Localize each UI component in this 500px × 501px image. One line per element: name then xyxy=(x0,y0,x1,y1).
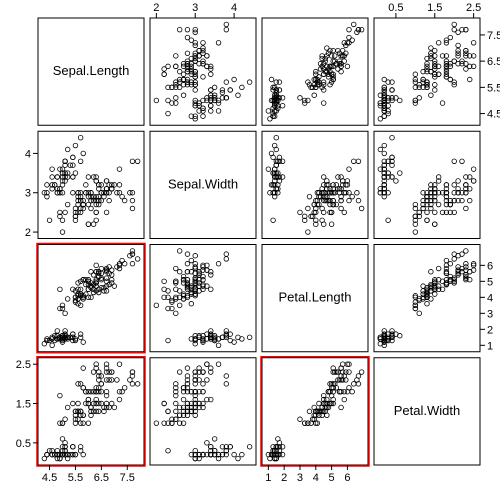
diag-label: Petal.Length xyxy=(278,290,351,305)
tick-label: 6.5 xyxy=(487,56,500,68)
tick-label: 3 xyxy=(192,2,198,14)
tick-label: 7.5 xyxy=(487,30,500,42)
scatter-panel xyxy=(42,135,140,234)
tick-label: 5 xyxy=(487,276,493,288)
tick-label: 4 xyxy=(25,148,31,160)
tick-label: 1 xyxy=(265,472,271,484)
panel-border xyxy=(38,131,144,238)
diag-label: Sepal.Width xyxy=(168,176,238,191)
scatter-panel xyxy=(266,362,364,461)
scatter-panel xyxy=(378,135,476,234)
diag-label: Petal.Width xyxy=(394,403,460,418)
scatter-panel xyxy=(42,249,140,348)
scatter-panel xyxy=(42,362,140,461)
tick-label: 2.5 xyxy=(16,359,31,371)
tick-label: 6 xyxy=(344,472,350,484)
tick-label: 5 xyxy=(329,472,335,484)
tick-label: 4 xyxy=(231,2,237,14)
tick-label: 4 xyxy=(487,292,493,304)
tick-label: 4.5 xyxy=(42,472,57,484)
highlight-box xyxy=(37,244,145,353)
tick-label: 6 xyxy=(487,260,493,272)
scatter-panel xyxy=(266,135,364,234)
pairs-svg: Sepal.Length Sepal.Width Petal.Length Petal… xyxy=(0,0,500,501)
scatter-panel xyxy=(378,22,476,121)
tick-label: 0.5 xyxy=(388,2,403,14)
tick-label: 4 xyxy=(313,472,319,484)
panel-border xyxy=(150,18,256,125)
tick-label: 2 xyxy=(281,472,287,484)
tick-label: 0.5 xyxy=(16,438,31,450)
scatter-panel xyxy=(154,362,252,461)
scatter-panel xyxy=(378,249,476,348)
tick-label: 2 xyxy=(25,227,31,239)
diag-label: Sepal.Length xyxy=(53,63,130,78)
tick-label: 3 xyxy=(25,188,31,200)
tick-label: 2 xyxy=(153,2,159,14)
tick-label: 1 xyxy=(487,340,493,352)
tick-label: 5.5 xyxy=(68,472,83,484)
tick-label: 5.5 xyxy=(487,82,500,94)
tick-label: 2.5 xyxy=(466,2,481,14)
tick-label: 1.5 xyxy=(16,399,31,411)
tick-label: 4.5 xyxy=(487,109,500,121)
scatter-panel xyxy=(154,249,252,348)
tick-label: 6.5 xyxy=(94,472,109,484)
tick-label: 3 xyxy=(297,472,303,484)
tick-label: 7.5 xyxy=(120,472,135,484)
scatter-panel xyxy=(266,22,364,121)
pairs-plot: { "width": 500, "height": 501, "grid": {… xyxy=(0,0,500,501)
tick-label: 1.5 xyxy=(427,2,442,14)
tick-label: 2 xyxy=(487,324,493,336)
tick-label: 3 xyxy=(487,308,493,320)
scatter-panel xyxy=(154,22,252,121)
